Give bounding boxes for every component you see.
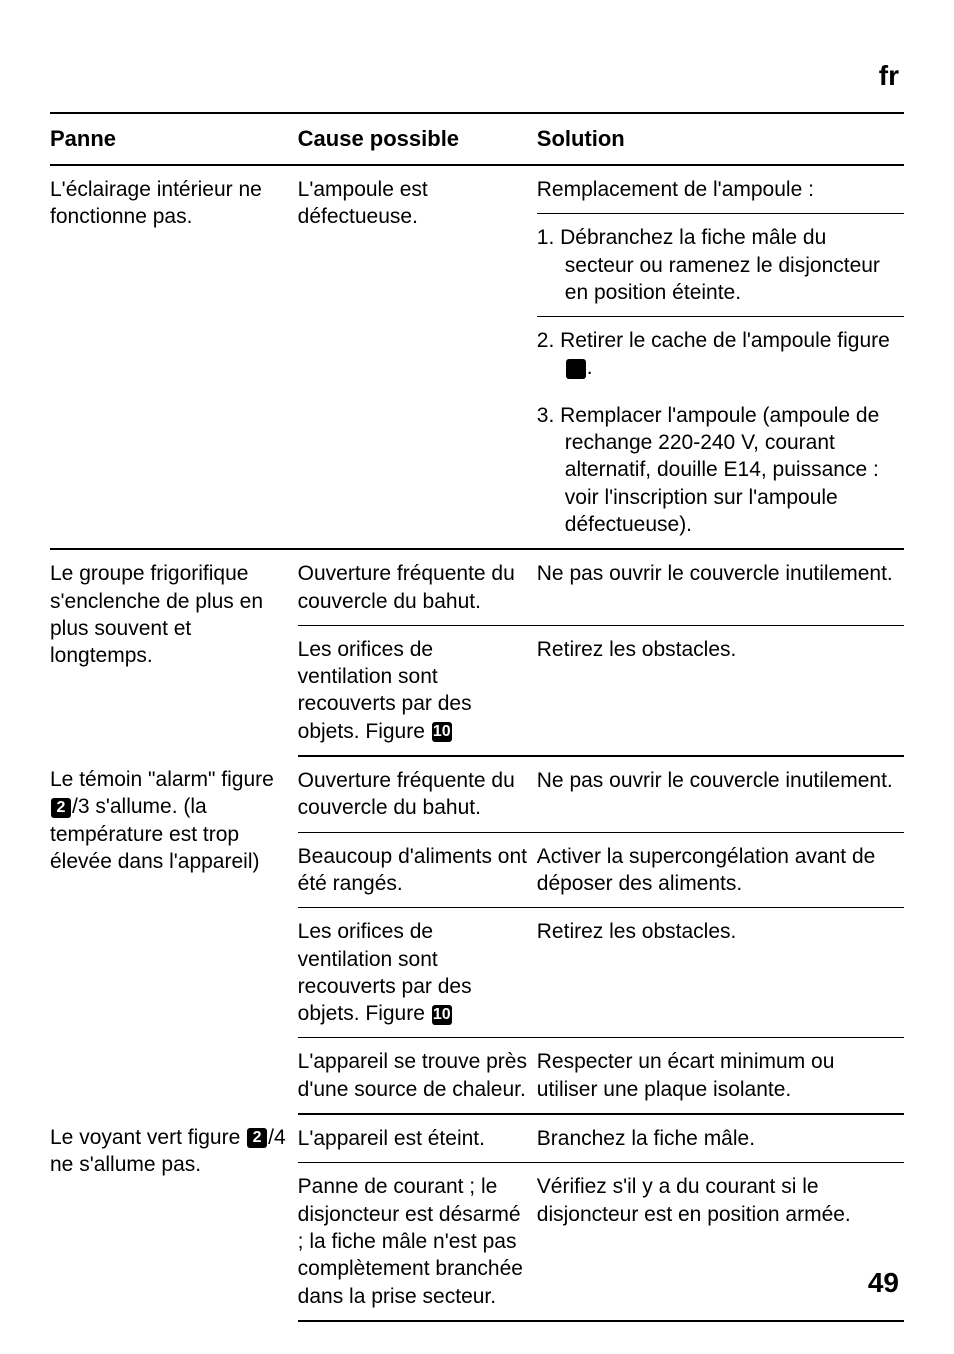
figure-ref-icon: 8 xyxy=(566,359,586,379)
solution-cell: Remplacement de l'ampoule : xyxy=(537,165,904,214)
cause-cell: Beaucoup d'aliments ont été rangés. xyxy=(298,832,537,908)
solution-cell: Respecter un écart minimum ou utiliser u… xyxy=(537,1038,904,1114)
solution-cell: Vérifiez s'il y a du courant si le disjo… xyxy=(537,1163,904,1321)
troubleshooting-table: Panne Cause possible Solution L'éclairag… xyxy=(50,112,904,1322)
table-row: 3. Remplacer l'ampoule (ampoule de recha… xyxy=(50,392,904,549)
table-row: Le groupe frigorifique s'enclenche de pl… xyxy=(50,549,904,625)
column-header-cause: Cause possible xyxy=(298,113,537,165)
cause-cell: Panne de courant ; le disjoncteur est dé… xyxy=(298,1163,537,1321)
panne-cell: Le groupe frigorifique s'enclenche de pl… xyxy=(50,549,298,756)
cause-cell: L'appareil est éteint. xyxy=(298,1114,537,1163)
table-row: Le témoin "alarm" figure 2/3 s'allume. (… xyxy=(50,756,904,832)
cause-cell: Ouverture fréquente du couvercle du bahu… xyxy=(298,549,537,625)
figure-ref-icon: 10 xyxy=(432,722,452,742)
solution-cell: Retirez les obstacles. xyxy=(537,908,904,1038)
table-header-row: Panne Cause possible Solution xyxy=(50,113,904,165)
solution-cell: 2. Retirer le cache de l'ampoule figure … xyxy=(537,317,904,392)
cause-cell: L'appareil se trouve près d'une source d… xyxy=(298,1038,537,1114)
solution-step: 2. Retirer le cache de l'ampoule figure … xyxy=(537,327,896,382)
solution-cell: Branchez la fiche mâle. xyxy=(537,1114,904,1163)
solution-step: 1. Débranchez la fiche mâle du secteur o… xyxy=(537,224,896,306)
figure-ref-icon: 2 xyxy=(247,1128,267,1148)
panne-cell: Le témoin "alarm" figure 2/3 s'allume. (… xyxy=(50,756,298,1114)
solution-cell: Activer la supercongélation avant de dép… xyxy=(537,832,904,908)
figure-ref-icon: 10 xyxy=(432,1005,452,1025)
language-label: fr xyxy=(879,60,899,92)
page-number: 49 xyxy=(868,1267,899,1299)
figure-ref-icon: 2 xyxy=(51,798,71,818)
solution-cell: 3. Remplacer l'ampoule (ampoule de recha… xyxy=(537,392,904,549)
column-header-panne: Panne xyxy=(50,113,298,165)
cause-cell: Les orifices de ventilation sont recouve… xyxy=(298,625,537,756)
header: fr xyxy=(50,60,904,92)
panne-cell: Le voyant vert figure 2/4 ne s'allume pa… xyxy=(50,1114,298,1321)
cause-cell: Les orifices de ventilation sont recouve… xyxy=(298,908,537,1038)
solution-cell: Ne pas ouvrir le couvercle inutilement. xyxy=(537,549,904,625)
empty-cell xyxy=(298,392,537,549)
table-row: Le voyant vert figure 2/4 ne s'allume pa… xyxy=(50,1114,904,1163)
cause-cell: L'ampoule est défectueuse. xyxy=(298,165,537,392)
solution-step: 3. Remplacer l'ampoule (ampoule de recha… xyxy=(537,402,896,538)
column-header-solution: Solution xyxy=(537,113,904,165)
panne-cell: L'éclairage intérieur ne fonctionne pas. xyxy=(50,165,298,392)
empty-cell xyxy=(50,392,298,549)
table-row: L'éclairage intérieur ne fonctionne pas.… xyxy=(50,165,904,214)
solution-cell: 1. Débranchez la fiche mâle du secteur o… xyxy=(537,214,904,317)
solution-cell: Retirez les obstacles. xyxy=(537,625,904,756)
cause-cell: Ouverture fréquente du couvercle du bahu… xyxy=(298,756,537,832)
solution-cell: Ne pas ouvrir le couvercle inutilement. xyxy=(537,756,904,832)
